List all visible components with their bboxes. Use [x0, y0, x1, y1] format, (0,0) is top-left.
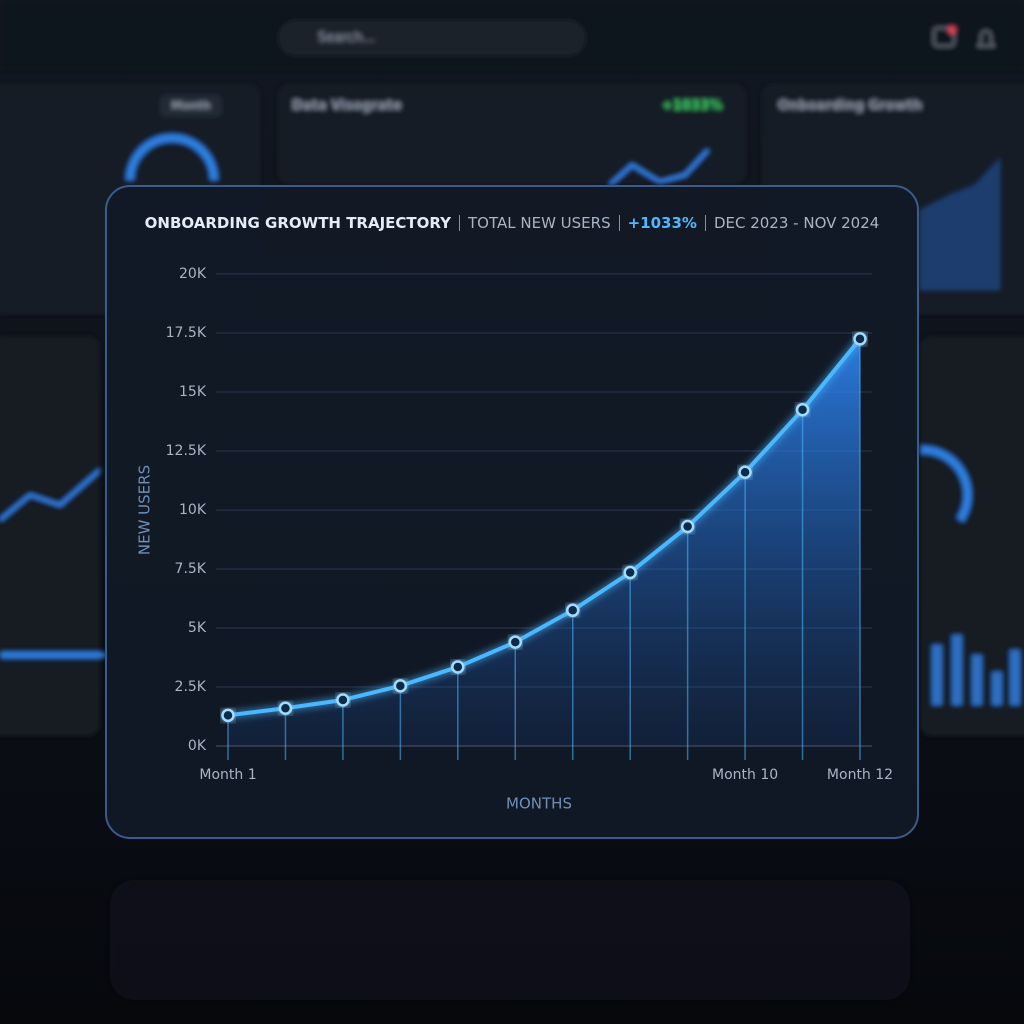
mini-line: [0, 468, 101, 522]
mini-line: [608, 148, 710, 187]
y-tick-label: 10K: [179, 502, 207, 518]
panel: [0, 336, 100, 736]
point: [451, 660, 465, 674]
x-tick-label: Month 10: [712, 767, 778, 783]
bell-icon[interactable]: [977, 30, 995, 47]
point: [336, 693, 350, 707]
point: [565, 603, 580, 618]
x-axis-label: MONTHS: [506, 795, 572, 813]
mini-bar: [1010, 650, 1020, 705]
inbox-icon[interactable]: [933, 27, 955, 47]
growth-value: +1033%: [627, 214, 697, 232]
filter-button[interactable]: [160, 95, 222, 117]
point: [508, 635, 523, 649]
mini-area: [920, 158, 1000, 290]
notification-dot: [948, 26, 956, 34]
point: [795, 402, 810, 417]
mini-bar: [972, 655, 982, 705]
filter-label: Month: [171, 99, 210, 112]
progress-bar: [0, 652, 106, 658]
point: [221, 708, 235, 723]
y-tick-label: 0K: [188, 738, 207, 754]
mini-bar: [932, 645, 942, 705]
panel: [920, 336, 1024, 736]
donut: [919, 445, 972, 523]
point: [738, 465, 752, 479]
panel-title: Data Visograte: [292, 99, 402, 114]
chart-header: ONBOARDING GROWTH TRAJECTORY TOTAL NEW U…: [106, 214, 918, 232]
reflection: [110, 880, 910, 1000]
separator: [618, 215, 620, 231]
y-tick-label: 17.5K: [166, 325, 207, 341]
search-placeholder: Search...: [318, 31, 375, 46]
y-tick-label: 12.5K: [166, 443, 207, 459]
x-tick-label: Month 12: [827, 767, 893, 783]
point: [680, 519, 695, 534]
panel: [278, 84, 746, 184]
y-tick-label: 5K: [188, 620, 207, 636]
chart-title: ONBOARDING GROWTH TRAJECTORY: [144, 214, 452, 232]
donut: [126, 134, 218, 181]
y-tick-label: 15K: [179, 384, 207, 400]
point: [853, 332, 867, 346]
mini-bar: [992, 672, 1002, 705]
panel-title: Onboarding Growth: [778, 99, 922, 114]
y-tick-label: 7.5K: [175, 561, 207, 577]
line: [227, 337, 862, 718]
search-box[interactable]: [278, 20, 586, 56]
plot-area: 0K 2.5K 5K 7.5K 10K 12.5K 15K 17.5K 20K Month 1 Mo…: [166, 266, 893, 783]
point: [623, 565, 637, 580]
chart-subtitle: TOTAL NEW USERS: [468, 214, 611, 232]
x-tick-label: Month 1: [199, 767, 256, 783]
point: [393, 679, 408, 693]
y-tick-label: 20K: [179, 266, 207, 282]
badge: +1033%: [662, 99, 722, 114]
separator: [704, 215, 706, 231]
separator: [459, 215, 461, 231]
y-axis-label: NEW USERS: [136, 465, 154, 555]
point: [278, 701, 293, 715]
y-tick-label: 2.5K: [175, 679, 207, 695]
area: [228, 338, 860, 746]
date-range: DEC 2023 - NOV 2024: [713, 214, 880, 232]
mini-bar: [952, 635, 962, 705]
